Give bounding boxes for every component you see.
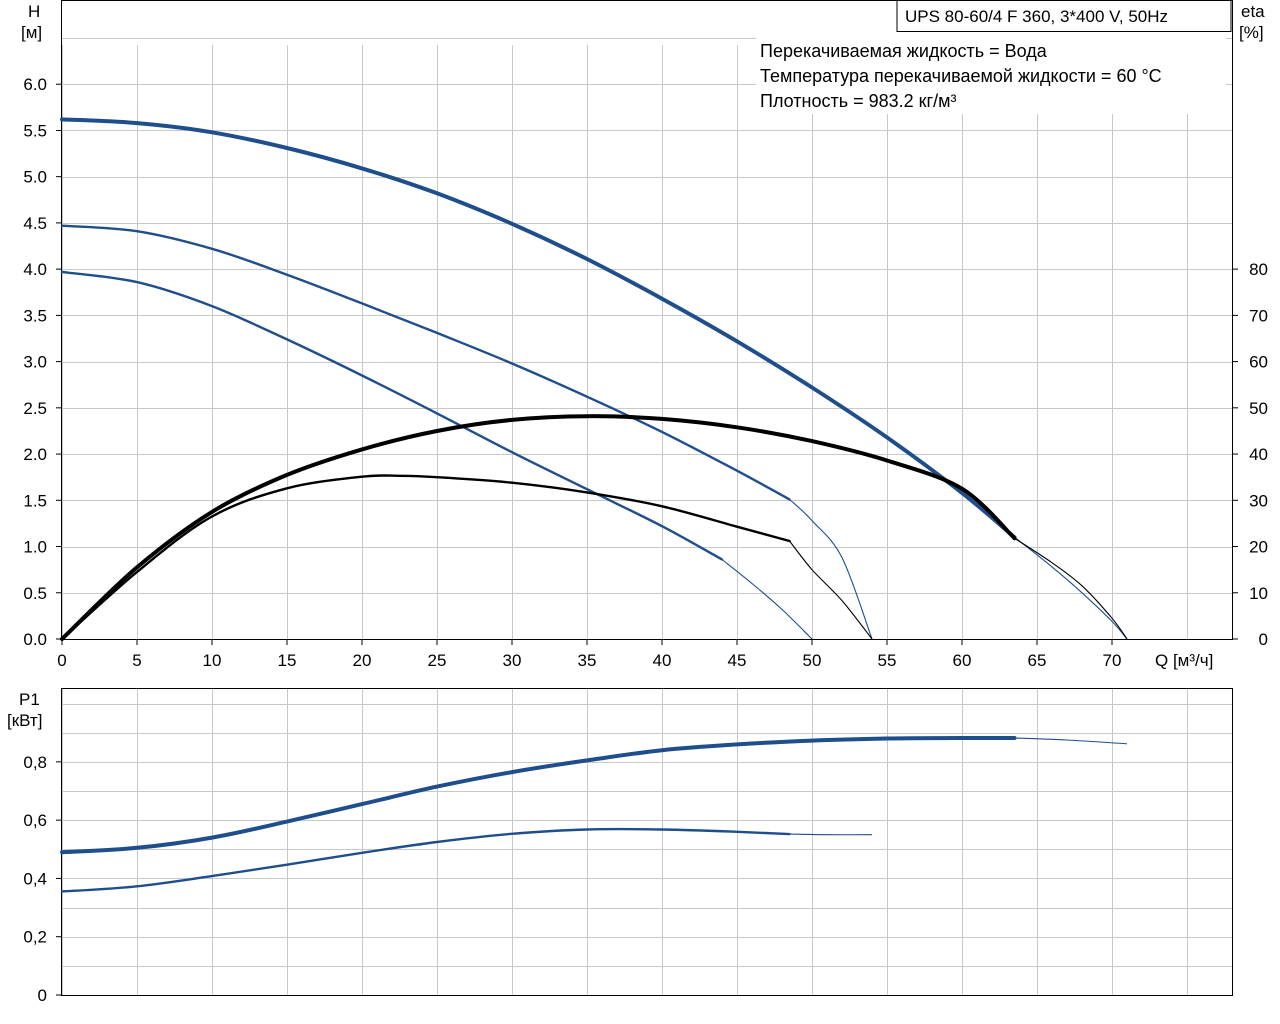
h-tick-label: 0.0 [23, 630, 47, 649]
h-tick-label: 3.0 [23, 353, 47, 372]
x-tick-label: 25 [428, 651, 447, 670]
eta-tick-label: 50 [1249, 399, 1268, 418]
h-tick-label: 5.5 [23, 121, 47, 140]
x-tick-label: 10 [203, 651, 222, 670]
x-tick-label: 65 [1028, 651, 1047, 670]
head-curve-extension-3 [721, 559, 813, 640]
info-fluid: Перекачиваемая жидкость = Вода [760, 41, 1048, 61]
p1-tick-label: 0,2 [23, 928, 47, 947]
head-efficiency-curves [60, 117, 1128, 641]
p1-axis-unit: [кВт] [7, 711, 42, 730]
h-tick-label: 5.0 [23, 168, 47, 187]
h-axis-label: H [28, 2, 40, 21]
efficiency-curve-extension-5 [789, 540, 873, 640]
head-efficiency-tick-labels: 0 5 10 15 20 25 30 35 40 45 50 55 60 65 70 0.0 0.5 1.0 1.5… [23, 75, 1268, 670]
head-curve-extension-1 [1014, 536, 1128, 640]
power-plot-frame [61, 688, 1233, 996]
head-curve-2 [60, 224, 791, 501]
x-tick-label: 5 [132, 651, 141, 670]
x-tick-label: 30 [503, 651, 522, 670]
info-density: Плотность = 983.2 кг/м³ [760, 91, 956, 111]
p1-tick-label: 0,8 [23, 753, 47, 772]
h-tick-label: 0.5 [23, 584, 47, 603]
power-grid [62, 689, 1232, 995]
x-tick-label: 50 [803, 651, 822, 670]
x-tick-label: 15 [278, 651, 297, 670]
p1-axis-label: P1 [19, 690, 40, 709]
eta-tick-label: 10 [1249, 584, 1268, 603]
q-axis-label: Q [м³/ч] [1155, 651, 1213, 670]
efficiency-curve-4 [60, 414, 1017, 641]
eta-tick-label: 20 [1249, 538, 1268, 557]
eta-tick-label: 80 [1249, 260, 1268, 279]
x-tick-label: 40 [653, 651, 672, 670]
power-curves [60, 735, 1128, 893]
h-tick-label: 4.5 [23, 214, 47, 233]
h-tick-label: 1.0 [23, 538, 47, 557]
x-tick-label: 20 [353, 651, 372, 670]
x-tick-label: 0 [57, 651, 66, 670]
p1-tick-label: 0 [38, 986, 47, 1005]
info-block-background [756, 34, 1226, 114]
chart-title: UPS 80-60/4 F 360, 3*400 V, 50Hz [905, 7, 1168, 26]
eta-tick-label: 40 [1249, 445, 1268, 464]
eta-tick-label: 0 [1259, 630, 1268, 649]
h-tick-label: 2.0 [23, 445, 47, 464]
power-curve-extension-2 [789, 833, 873, 836]
power-curve-extension-1 [1014, 737, 1128, 745]
power-curve-2 [60, 827, 791, 893]
power-curve-1 [60, 735, 1017, 855]
h-tick-label: 4.0 [23, 260, 47, 279]
h-tick-label: 2.5 [23, 399, 47, 418]
power-tick-labels: 0 0,2 0,4 0,6 0,8 [23, 753, 62, 1005]
info-temperature: Температура перекачиваемой жидкости = 60… [760, 66, 1162, 86]
eta-axis-unit: [%] [1239, 23, 1264, 42]
x-tick-label: 55 [878, 651, 897, 670]
x-tick-label: 45 [728, 651, 747, 670]
x-tick-label: 35 [578, 651, 597, 670]
head-curve-extension-2 [789, 498, 873, 640]
head-efficiency-grid [62, 38, 1232, 640]
head-curve-1 [60, 117, 1017, 540]
head-curve-3 [60, 270, 724, 561]
eta-tick-label: 70 [1249, 306, 1268, 325]
p1-tick-label: 0,4 [23, 869, 47, 888]
eta-tick-label: 60 [1249, 353, 1268, 372]
efficiency-curve-extension-4 [1014, 537, 1128, 640]
eta-axis-label: eta [1241, 2, 1265, 21]
h-tick-label: 1.5 [23, 491, 47, 510]
h-tick-label: 3.5 [23, 306, 47, 325]
p1-tick-label: 0,6 [23, 811, 47, 830]
x-tick-label: 60 [953, 651, 972, 670]
x-tick-label: 70 [1103, 651, 1122, 670]
eta-tick-label: 30 [1249, 491, 1268, 510]
efficiency-curve-5 [60, 474, 791, 641]
h-tick-label: 6.0 [23, 75, 47, 94]
h-axis-unit: [м] [21, 23, 42, 42]
title-box [896, 0, 1232, 32]
head-efficiency-plot-frame [61, 0, 1233, 640]
